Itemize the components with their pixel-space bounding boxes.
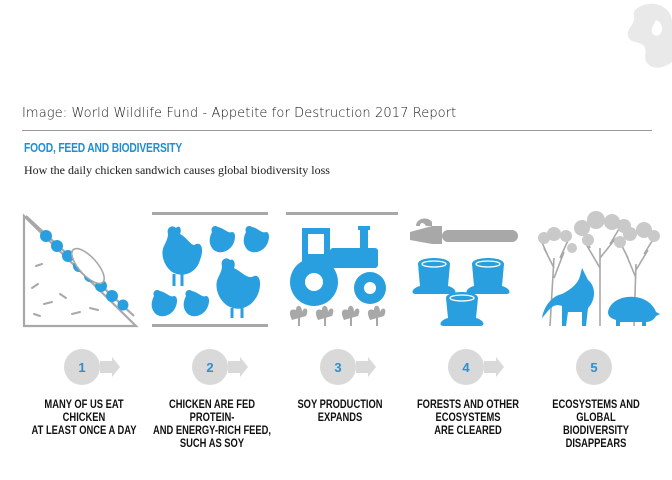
infographic-heading: FOOD, FEED AND BIODIVERSITY bbox=[24, 141, 183, 155]
step-5-number-badge: 5 bbox=[530, 347, 662, 387]
sandwich-icon bbox=[22, 213, 139, 328]
step-1-label-line: AT LEAST ONCE A DAY bbox=[31, 423, 137, 437]
step-4-number: 4 bbox=[462, 360, 470, 375]
step-5-label: ECOSYSTEMS AND GLOBAL BIODIVERSITY DISAP… bbox=[537, 398, 656, 450]
step-5-label-line: ECOSYSTEMS AND GLOBAL bbox=[552, 397, 640, 424]
tractor-icon bbox=[286, 212, 398, 326]
step-2-number-badge: 2 bbox=[146, 347, 278, 387]
step-4-number-badge: 4 bbox=[402, 347, 534, 387]
step-5: 5 ECOSYSTEMS AND GLOBAL BIODIVERSITY DIS… bbox=[530, 208, 662, 450]
step-1-label: MANY OF US EAT CHICKEN AT LEAST ONCE A D… bbox=[25, 398, 144, 437]
step-1-number: 1 bbox=[78, 360, 85, 375]
step-1-label-line: MANY OF US EAT CHICKEN bbox=[44, 397, 124, 424]
decorative-corner-mark bbox=[627, 3, 672, 68]
chainsaw-stumps-icon bbox=[410, 218, 518, 326]
step-3-number: 3 bbox=[334, 360, 341, 375]
step-4: 4 FORESTS AND OTHER ECOSYSTEMS ARE CLEAR… bbox=[402, 208, 534, 448]
step-4-label: FORESTS AND OTHER ECOSYSTEMS ARE CLEARED bbox=[409, 398, 528, 437]
step-3-label-line: EXPANDS bbox=[317, 410, 363, 424]
divider-rule bbox=[22, 130, 652, 131]
step-2-label-line: CHICKEN ARE FED PROTEIN- bbox=[169, 397, 255, 424]
step-1: 1 MANY OF US EAT CHICKEN AT LEAST ONCE A… bbox=[18, 208, 150, 448]
step-3: 3 SOY PRODUCTION EXPANDS bbox=[274, 208, 406, 448]
infographic-subheading: How the daily chicken sandwich causes gl… bbox=[24, 163, 330, 177]
step-2-label-line: SUCH AS SOY bbox=[179, 436, 245, 450]
wildlife-icon bbox=[538, 211, 660, 327]
step-2-label: CHICKEN ARE FED PROTEIN- AND ENERGY-RICH… bbox=[153, 398, 272, 450]
step-5-label-line: BIODIVERSITY DISAPPEARS bbox=[562, 423, 630, 450]
step-4-label-line: FORESTS AND OTHER bbox=[416, 397, 520, 411]
step-1-number-badge: 1 bbox=[18, 347, 150, 387]
step-4-label-line: ECOSYSTEMS bbox=[435, 410, 501, 424]
step-3-label-line: SOY PRODUCTION bbox=[297, 397, 383, 411]
step-4-label-line: ARE CLEARED bbox=[434, 423, 502, 437]
step-2-label-line: AND ENERGY-RICH FEED, bbox=[152, 423, 272, 437]
step-3-label: SOY PRODUCTION EXPANDS bbox=[281, 398, 400, 424]
step-2-number: 2 bbox=[206, 360, 213, 375]
image-credit: Image: World Wildlife Fund - Appetite fo… bbox=[22, 106, 457, 121]
chickens-icon bbox=[151, 212, 269, 327]
step-3-number-badge: 3 bbox=[274, 347, 406, 387]
step-5-number: 5 bbox=[590, 360, 597, 375]
step-2: 2 CHICKEN ARE FED PROTEIN- AND ENERGY-RI… bbox=[146, 208, 278, 450]
